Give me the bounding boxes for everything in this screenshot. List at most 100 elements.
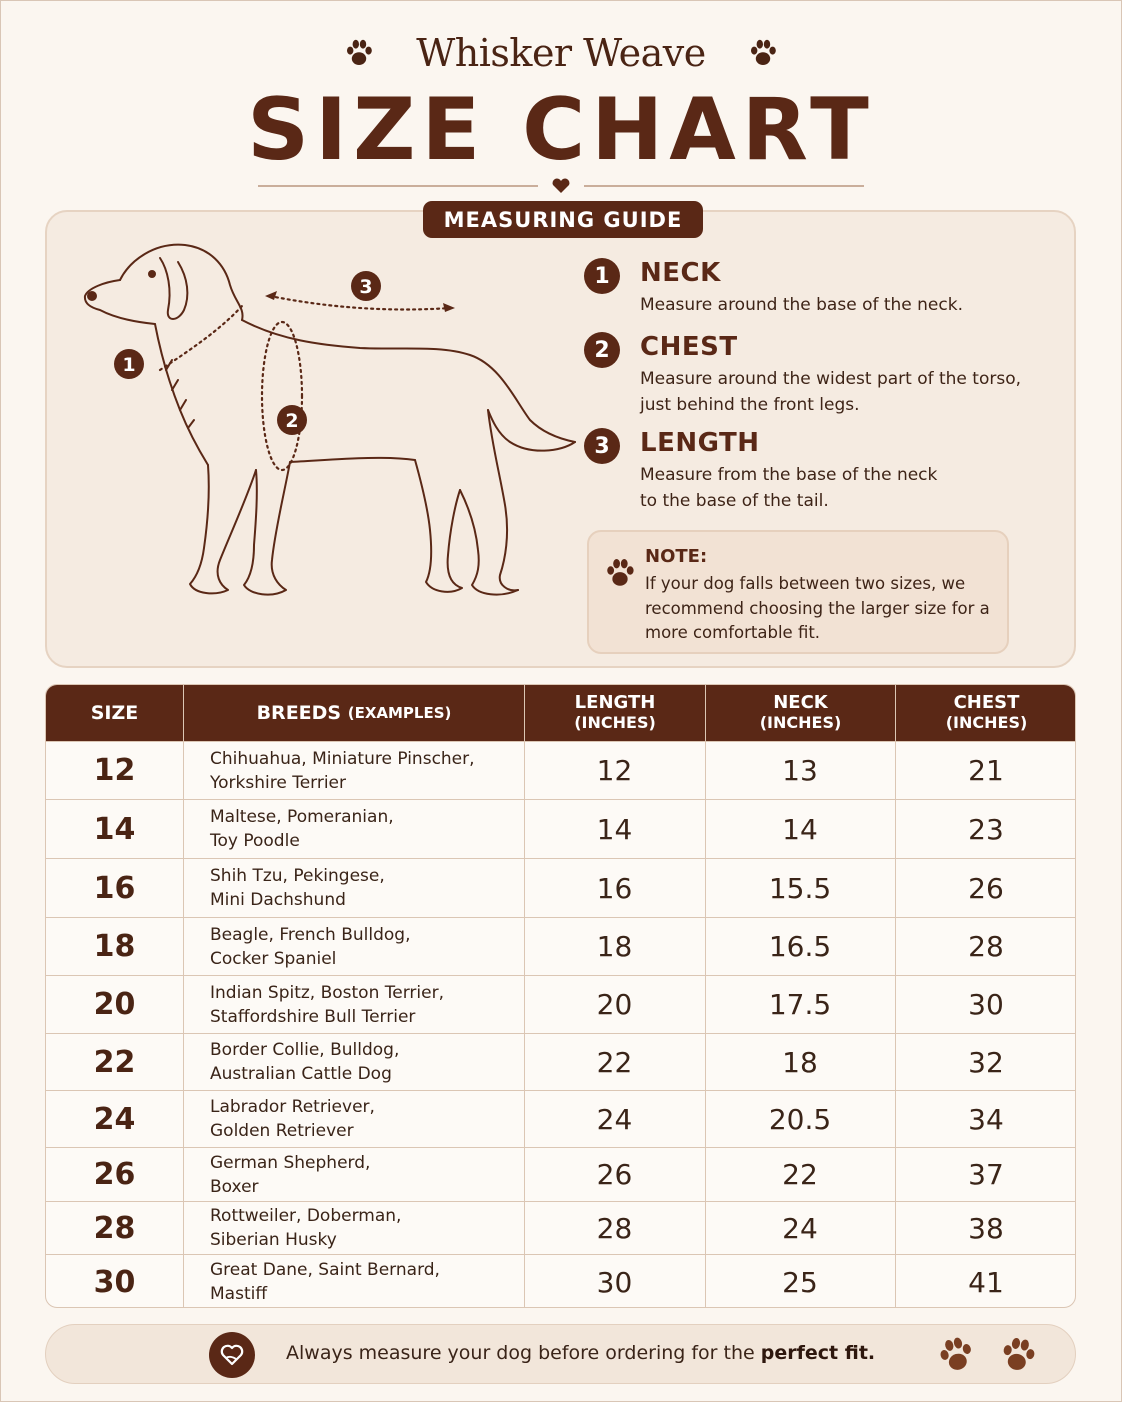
footer-banner: Always measure your dog before ordering …: [45, 1324, 1076, 1384]
size-table: SIZE BREEDS (EXAMPLES) LENGTH (INCHES) NE…: [45, 684, 1076, 1308]
breeds-line: Yorkshire Terrier: [210, 771, 530, 795]
size-cell: 30: [46, 1255, 183, 1308]
chest-cell: 37: [895, 1148, 1076, 1201]
size-cell: 18: [46, 918, 183, 975]
column-divider: [705, 685, 706, 1308]
header-breeds-label: BREEDS: [257, 703, 342, 723]
dog-measurement-diagram: 1 2 3: [60, 230, 590, 620]
size-cell: 14: [46, 800, 183, 858]
length-cell: 28: [524, 1202, 705, 1254]
table-row: 14 Maltese, Pomeranian, Toy Poodle 14 14 23: [46, 799, 1076, 858]
neck-cell: 20.5: [705, 1091, 895, 1147]
breeds-cell: Beagle, French Bulldog, Cocker Spaniel: [210, 918, 530, 975]
length-cell: 24: [524, 1091, 705, 1147]
table-row: 22 Border Collie, Bulldog, Australian Catt…: [46, 1033, 1076, 1090]
header-neck-label: NECK: [773, 692, 828, 713]
breeds-cell: Maltese, Pomeranian, Toy Poodle: [210, 800, 530, 858]
neck-cell: 13: [705, 742, 895, 799]
breeds-cell: Rottweiler, Doberman, Siberian Husky: [210, 1202, 530, 1254]
neck-cell: 18: [705, 1034, 895, 1090]
step-title: NECK: [640, 258, 721, 288]
breeds-cell: Indian Spitz, Boston Terrier, Staffordshi…: [210, 976, 530, 1033]
size-cell: 28: [46, 1202, 183, 1254]
header-neck-sub: (INCHES): [760, 713, 842, 733]
length-cell: 12: [524, 742, 705, 799]
step-number: 2: [584, 332, 620, 368]
breeds-line: Boxer: [210, 1175, 530, 1199]
step-description: Measure around the widest part of the to…: [640, 366, 1030, 418]
step-title: LENGTH: [640, 428, 759, 458]
breeds-line: Beagle, French Bulldog,: [210, 923, 530, 947]
table-row: 28 Rottweiler, Doberman, Siberian Husky 28 2…: [46, 1201, 1076, 1254]
table-row: 12 Chihuahua, Miniature Pinscher, Yorkshir…: [46, 741, 1076, 799]
diagram-label-2: 2: [285, 410, 298, 432]
header-length-label: LENGTH: [575, 692, 656, 713]
chest-cell: 26: [895, 859, 1076, 917]
header-length-sub: (INCHES): [574, 713, 656, 733]
column-divider: [524, 685, 525, 1308]
heart-icon: [553, 179, 570, 193]
breeds-cell: Border Collie, Bulldog, Australian Cattle…: [210, 1034, 530, 1090]
footer-message: Always measure your dog before ordering …: [286, 1342, 755, 1364]
footer-emphasis: perfect fit.: [761, 1342, 875, 1364]
heart-hand-icon: [209, 1332, 255, 1378]
breeds-line: Staffordshire Bull Terrier: [210, 1005, 530, 1029]
breeds-cell: Chihuahua, Miniature Pinscher, Yorkshire …: [210, 742, 530, 799]
diagram-label-3: 3: [359, 276, 372, 298]
brand-header: Whisker Weave: [0, 28, 1122, 78]
size-cell: 16: [46, 859, 183, 917]
page-title: SIZE CHART: [0, 82, 1122, 178]
header-neck: NECK (INCHES): [706, 685, 895, 741]
chest-cell: 41: [895, 1255, 1076, 1308]
table-row: 16 Shih Tzu, Pekingese, Mini Dachshund 16 15…: [46, 858, 1076, 917]
breeds-line: Maltese, Pomeranian,: [210, 805, 530, 829]
header-breeds: BREEDS (EXAMPLES): [184, 685, 524, 741]
length-cell: 16: [524, 859, 705, 917]
size-cell: 20: [46, 976, 183, 1033]
chest-cell: 34: [895, 1091, 1076, 1147]
breeds-cell: Great Dane, Saint Bernard, Mastiff: [210, 1255, 530, 1308]
neck-cell: 16.5: [705, 918, 895, 975]
size-cell: 22: [46, 1034, 183, 1090]
breeds-line: Cocker Spaniel: [210, 947, 530, 971]
breeds-line: Shih Tzu, Pekingese,: [210, 864, 530, 888]
breeds-cell: German Shepherd, Boxer: [210, 1148, 530, 1201]
neck-cell: 24: [705, 1202, 895, 1254]
length-cell: 14: [524, 800, 705, 858]
breeds-line: German Shepherd,: [210, 1151, 530, 1175]
chest-cell: 38: [895, 1202, 1076, 1254]
breeds-line: Toy Poodle: [210, 829, 530, 853]
chest-cell: 21: [895, 742, 1076, 799]
note-title: NOTE:: [645, 546, 707, 567]
size-cell: 12: [46, 742, 183, 799]
breeds-line: Great Dane, Saint Bernard,: [210, 1258, 530, 1282]
column-divider: [895, 685, 896, 1308]
footer-text: Always measure your dog before ordering …: [286, 1342, 875, 1364]
length-cell: 30: [524, 1255, 705, 1308]
breeds-cell: Shih Tzu, Pekingese, Mini Dachshund: [210, 859, 530, 917]
breeds-line: Golden Retriever: [210, 1119, 530, 1143]
paw-print-icon: [342, 37, 376, 69]
chest-cell: 28: [895, 918, 1076, 975]
neck-cell: 14: [705, 800, 895, 858]
heart-divider: [258, 176, 864, 196]
size-cell: 24: [46, 1091, 183, 1147]
breeds-line: Siberian Husky: [210, 1228, 530, 1252]
length-cell: 22: [524, 1034, 705, 1090]
paw-print-icon: [603, 556, 637, 590]
brand-name: Whisker Weave: [416, 31, 706, 75]
chest-cell: 23: [895, 800, 1076, 858]
breeds-line: Indian Spitz, Boston Terrier,: [210, 981, 530, 1005]
chest-cell: 30: [895, 976, 1076, 1033]
header-chest-label: CHEST: [954, 692, 1020, 713]
chest-cell: 32: [895, 1034, 1076, 1090]
paw-print-icon: [746, 37, 780, 69]
header-size: SIZE: [46, 685, 183, 741]
paw-print-icon: [998, 1335, 1038, 1375]
table-row: 18 Beagle, French Bulldog, Cocker Spaniel 1…: [46, 917, 1076, 975]
header-length: LENGTH (INCHES): [525, 685, 705, 741]
breeds-line: Rottweiler, Doberman,: [210, 1204, 530, 1228]
table-header: SIZE BREEDS (EXAMPLES) LENGTH (INCHES) NE…: [46, 685, 1076, 741]
breeds-line: Labrador Retriever,: [210, 1095, 530, 1119]
length-cell: 20: [524, 976, 705, 1033]
